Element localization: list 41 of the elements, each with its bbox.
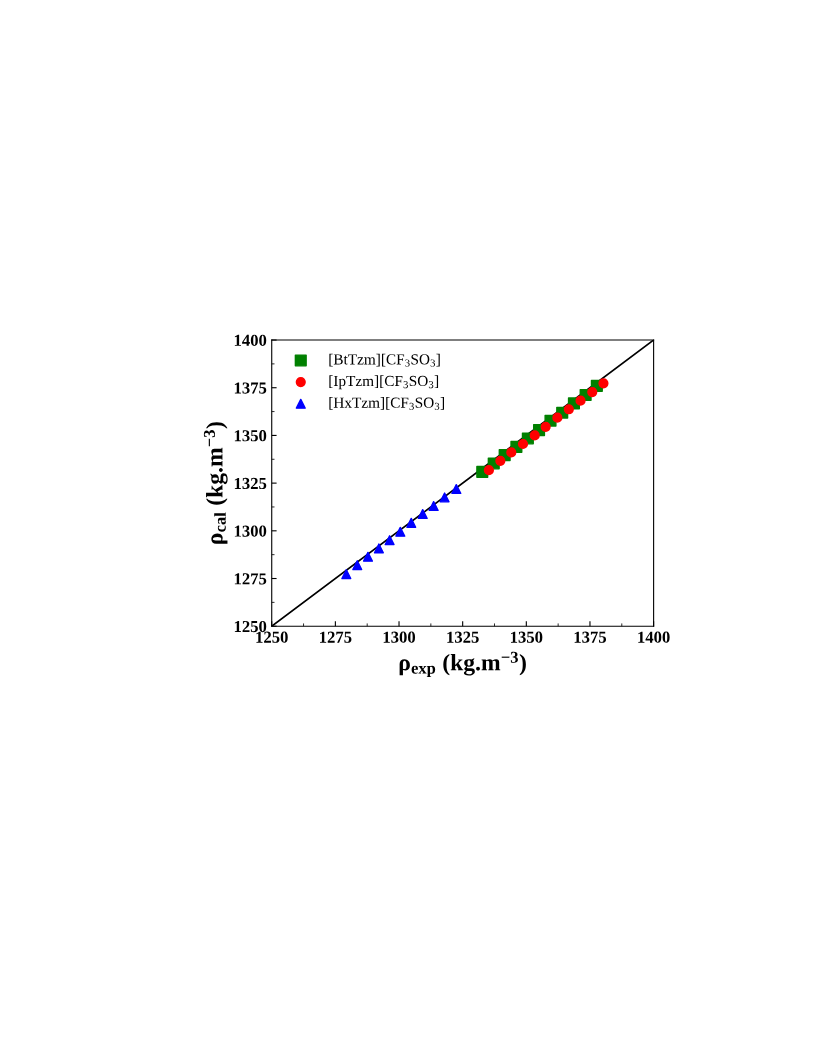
- y-tick-label: 1300: [234, 525, 267, 537]
- legend-label: [BtTzm][CF$_{3}$SO$_{3}$]: [329, 353, 440, 367]
- point: [575, 395, 586, 406]
- point: [352, 560, 363, 571]
- point: [406, 517, 417, 528]
- y-tick-label: 1275: [234, 573, 267, 585]
- point: [373, 543, 384, 554]
- x-tick-label: 1250: [256, 631, 288, 643]
- y-tick-label: 1350: [234, 430, 267, 442]
- point: [529, 430, 540, 441]
- point: [552, 412, 563, 423]
- point: [598, 378, 609, 389]
- point: [495, 455, 506, 466]
- point: [439, 492, 450, 503]
- point: [517, 438, 529, 450]
- point: [483, 465, 494, 476]
- legend-label: [HxTzm][CF$_{3}$SO$_{3}$]: [329, 397, 444, 410]
- point: [506, 447, 517, 458]
- x-axis-title: ρ$_{exp}$ (kg.m$^{−3}$): [399, 651, 526, 678]
- y-tick-label: 1325: [234, 477, 267, 490]
- point: [540, 421, 551, 432]
- x-tick-label: 1375: [574, 631, 607, 643]
- x-tick-label: 1275: [320, 631, 352, 643]
- y-tick-label: 1400: [234, 334, 267, 346]
- y-axis-title: ρ$_{cal}$ (kg.m$^{−3}$): [203, 422, 228, 544]
- x-tick-label: 1325: [447, 631, 479, 643]
- point: [362, 551, 374, 562]
- point: [417, 508, 428, 520]
- y-tick-label: 1250: [234, 620, 267, 633]
- point: [428, 500, 439, 512]
- point: [563, 404, 574, 415]
- point: [395, 526, 406, 537]
- point: [587, 387, 598, 398]
- x-tick-label: 1300: [383, 631, 416, 643]
- legend-label: [IpTzm][CF$_{3}$SO$_{3}$]: [329, 375, 439, 390]
- y-tick-label: 1375: [234, 382, 267, 394]
- x-tick-label: 1350: [510, 631, 543, 643]
- point: [384, 535, 395, 546]
- point: [451, 483, 462, 495]
- x-tick-label: 1400: [638, 631, 670, 643]
- point: [341, 569, 352, 580]
